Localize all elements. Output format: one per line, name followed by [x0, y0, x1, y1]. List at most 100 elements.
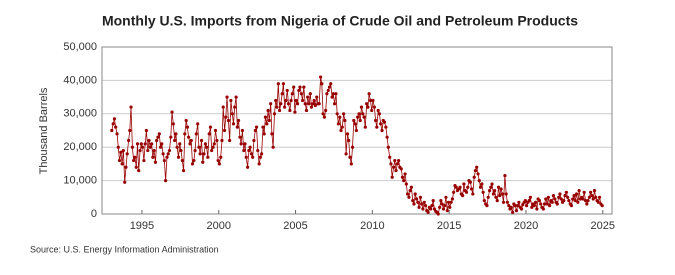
- point: [594, 195, 598, 199]
- point: [382, 120, 387, 124]
- point: [197, 145, 201, 149]
- point: [464, 190, 469, 194]
- point: [454, 185, 458, 189]
- point: [244, 155, 248, 159]
- point: [516, 204, 520, 208]
- point: [289, 98, 293, 103]
- point: [120, 162, 124, 166]
- point: [343, 118, 347, 123]
- point: [478, 185, 483, 189]
- x-tick-label: 1995: [130, 220, 154, 232]
- point: [377, 112, 382, 116]
- point: [322, 115, 327, 119]
- point: [461, 194, 465, 198]
- point: [432, 207, 437, 211]
- point: [591, 197, 595, 201]
- point: [450, 197, 454, 201]
- point: [179, 148, 183, 153]
- point: [338, 115, 342, 119]
- point: [431, 199, 435, 203]
- point: [363, 125, 367, 129]
- point: [156, 135, 160, 139]
- point: [352, 118, 356, 123]
- point: [135, 142, 140, 146]
- point: [468, 180, 472, 184]
- point: [439, 199, 443, 203]
- point: [430, 204, 434, 208]
- point: [486, 195, 490, 199]
- point: [498, 194, 502, 198]
- point: [572, 194, 576, 198]
- point: [230, 112, 234, 116]
- point: [198, 152, 202, 156]
- point: [121, 148, 125, 153]
- point: [559, 197, 563, 201]
- point: [350, 145, 355, 149]
- point: [379, 122, 383, 126]
- point: [436, 212, 440, 216]
- x-tick-label: 2020: [514, 220, 538, 232]
- x-tick-label: 2005: [283, 220, 307, 232]
- point: [185, 125, 190, 129]
- point: [347, 138, 351, 143]
- point: [272, 112, 277, 116]
- point: [574, 192, 579, 196]
- point: [368, 98, 373, 103]
- point: [211, 145, 215, 149]
- point: [524, 204, 529, 208]
- point: [507, 204, 511, 208]
- point: [283, 105, 287, 109]
- point: [285, 88, 289, 93]
- point: [274, 98, 278, 103]
- point: [390, 175, 394, 179]
- point: [180, 158, 184, 163]
- point: [443, 204, 447, 208]
- point: [384, 125, 388, 129]
- point: [222, 128, 227, 133]
- y-tick-label: 10,000: [63, 175, 97, 187]
- point: [317, 102, 321, 106]
- point: [564, 190, 568, 194]
- point: [472, 175, 476, 179]
- point: [389, 162, 393, 166]
- x-tick-label: 2010: [360, 220, 384, 232]
- point: [475, 165, 479, 169]
- point: [600, 204, 604, 208]
- point: [139, 142, 143, 146]
- point: [302, 85, 306, 89]
- point: [312, 98, 316, 103]
- point: [110, 128, 114, 133]
- point: [499, 187, 503, 191]
- point: [252, 138, 256, 143]
- point: [124, 165, 128, 169]
- point: [448, 205, 452, 209]
- point: [489, 185, 493, 189]
- point: [138, 148, 142, 153]
- point: [125, 152, 129, 156]
- point: [280, 92, 284, 96]
- point: [403, 172, 407, 176]
- point: [503, 173, 507, 178]
- point: [576, 200, 580, 204]
- series-line: [111, 77, 603, 215]
- point: [404, 182, 408, 186]
- point: [234, 95, 238, 99]
- point: [562, 199, 566, 203]
- y-tick-label: 40,000: [63, 74, 97, 86]
- point: [303, 102, 307, 106]
- point: [481, 190, 485, 194]
- point: [224, 115, 228, 119]
- point: [217, 162, 221, 166]
- point: [394, 168, 398, 173]
- point: [301, 98, 305, 103]
- point: [307, 102, 311, 106]
- point: [331, 92, 335, 96]
- point: [582, 190, 586, 194]
- point: [153, 160, 158, 164]
- point: [555, 202, 559, 206]
- point: [446, 200, 451, 204]
- point: [438, 205, 442, 209]
- point: [517, 200, 521, 204]
- plot-frame: [101, 46, 613, 215]
- point: [373, 118, 378, 123]
